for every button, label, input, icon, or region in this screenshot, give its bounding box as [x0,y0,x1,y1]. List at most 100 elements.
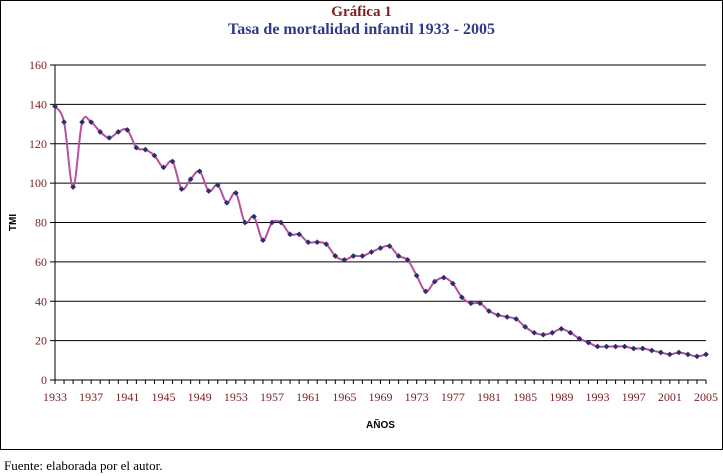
data-point [106,134,113,141]
x-tick-label: 1933 [43,390,67,404]
data-point [151,152,158,159]
data-point [440,274,447,281]
data-point [576,335,583,342]
data-point [449,280,456,287]
line-chart: 0 20 40 60 80 100 120 140 160 1933 1937 1941 1945 194… [0,0,723,450]
data-point [287,231,294,238]
chart-title: Gráfica 1 [331,4,392,20]
x-axis-title: AÑOS [366,418,395,431]
y-tick-label: 20 [35,334,47,348]
data-point [639,345,646,352]
data-point [250,213,257,220]
data-point [522,323,529,330]
data-point [422,288,429,295]
x-tick-label: 1973 [405,390,429,404]
data-point [341,256,348,263]
data-point [124,127,131,133]
y-tick-label: 0 [41,373,47,387]
data-point [377,245,384,252]
data-point [458,294,465,301]
data-point [296,231,303,238]
x-tick-label: 1997 [622,390,646,404]
data-point [675,349,682,356]
data-point [223,199,230,206]
source-note: Fuente: elaborada por el autor. [4,458,163,473]
x-tick-label: 2001 [658,390,682,404]
data-point [359,253,366,259]
data-point [368,249,375,255]
x-tick-label: 1993 [586,390,610,404]
data-point [88,119,95,126]
data-point [350,253,357,259]
data-point [549,329,556,336]
y-tick-label: 160 [29,58,47,72]
data-point [269,219,275,226]
data-point [97,128,104,135]
x-tick-label: 1961 [296,390,320,404]
data-point [477,300,483,307]
x-tick-label: 1965 [332,390,356,404]
x-tick-label: 1949 [188,390,212,404]
data-point [323,241,330,248]
chart-subtitle: Tasa de mortalidad infantil 1933 - 2005 [228,21,495,38]
data-point [278,219,284,226]
x-tick-label: 1957 [260,390,284,404]
data-point [612,343,619,350]
x-tick-label: 1989 [549,390,573,404]
y-axis-title: TMI [8,214,19,231]
data-point [196,168,203,175]
x-tick-label: 1953 [224,390,248,404]
y-tick-label: 140 [29,97,47,111]
data-point [703,351,709,358]
y-tick-label: 40 [35,294,47,308]
y-tick-label: 100 [29,176,47,190]
data-point [70,184,77,191]
data-point [630,345,637,352]
data-point [486,308,492,315]
x-tick-label: 1941 [115,390,139,404]
data-point [332,253,339,259]
y-tick-label: 80 [35,216,47,230]
data-point [648,347,655,354]
data-point [79,119,86,126]
data-point [260,237,266,244]
x-tick-label: 1981 [477,390,501,404]
data-point [413,272,420,279]
data-point [585,339,592,346]
x-tick-label: 1985 [513,390,537,404]
x-tick-label: 1969 [369,390,393,404]
data-point [205,188,212,194]
data-point [694,353,700,360]
data-point [52,103,58,110]
data-point [603,343,610,350]
data-point [431,278,438,285]
data-point [666,351,673,358]
data-point [540,331,547,338]
data-point [314,239,321,246]
y-tick-label: 120 [29,137,47,151]
data-point [404,256,411,263]
data-point [305,239,312,246]
data-point [386,243,393,250]
data-point [594,343,601,350]
data-point [395,253,402,259]
x-tick-label: 1937 [79,390,103,404]
data-point [169,158,176,165]
y-tick-label: 60 [35,255,47,269]
data-point [513,316,520,322]
data-point [241,219,248,226]
x-tick-label: 2005 [694,390,718,404]
data-point [214,182,221,189]
data-point [187,176,194,183]
data-point [567,329,574,336]
data-point [61,119,67,126]
data-point [504,314,511,320]
x-tick-label: 1945 [152,390,176,404]
x-tick-label: 1977 [441,390,465,404]
data-point [657,349,664,356]
data-point [684,351,691,358]
chart-frame: Gráfica 1 Tasa de mortalidad infantil 19… [0,0,723,450]
data-point [621,343,628,350]
data-point [133,144,140,151]
data-point [232,190,239,196]
